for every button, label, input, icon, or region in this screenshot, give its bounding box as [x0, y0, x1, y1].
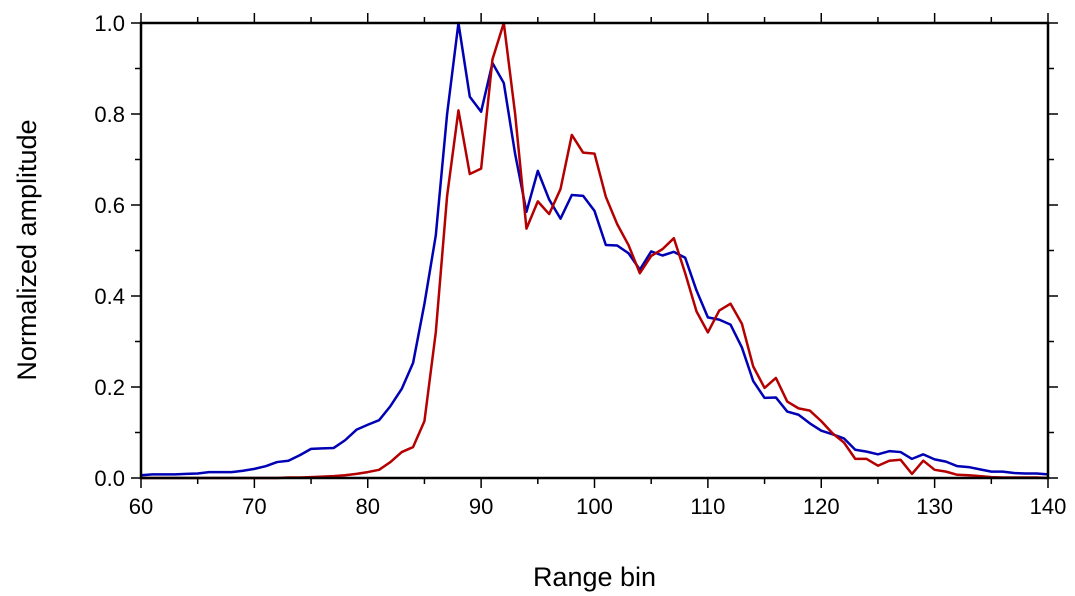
series-layer — [140, 21, 1049, 480]
y-tick-label: 0.2 — [94, 375, 125, 400]
x-tick-label: 80 — [356, 494, 380, 519]
y-tick-label: 0.8 — [94, 102, 125, 127]
x-tick-label: 120 — [803, 494, 840, 519]
y-tick-label: 0.6 — [94, 193, 125, 218]
y-tick-label: 0.0 — [94, 466, 125, 491]
plot-frame — [139, 21, 1050, 480]
x-axis-label: Range bin — [533, 562, 656, 592]
y-tick-label: 1.0 — [94, 11, 125, 36]
series-line-2 — [141, 21, 1049, 480]
series-line-1 — [140, 21, 1049, 477]
x-tick-label: 130 — [916, 494, 953, 519]
y-tick-label: 0.4 — [94, 284, 125, 309]
x-tick-label: 70 — [242, 494, 266, 519]
axis-ticks — [131, 13, 1058, 488]
y-axis-label: Normalized amplitude — [12, 119, 42, 380]
tick-labels: 60 70 80 90 100 110 120 130 140 0.0 0.2 0.4 0.6 0.8 1.… — [94, 11, 1066, 519]
x-tick-label: 140 — [1030, 494, 1067, 519]
x-tick-label: 60 — [129, 494, 153, 519]
x-tick-label: 100 — [576, 494, 613, 519]
x-tick-label: 90 — [469, 494, 493, 519]
x-tick-label: 110 — [690, 494, 725, 519]
